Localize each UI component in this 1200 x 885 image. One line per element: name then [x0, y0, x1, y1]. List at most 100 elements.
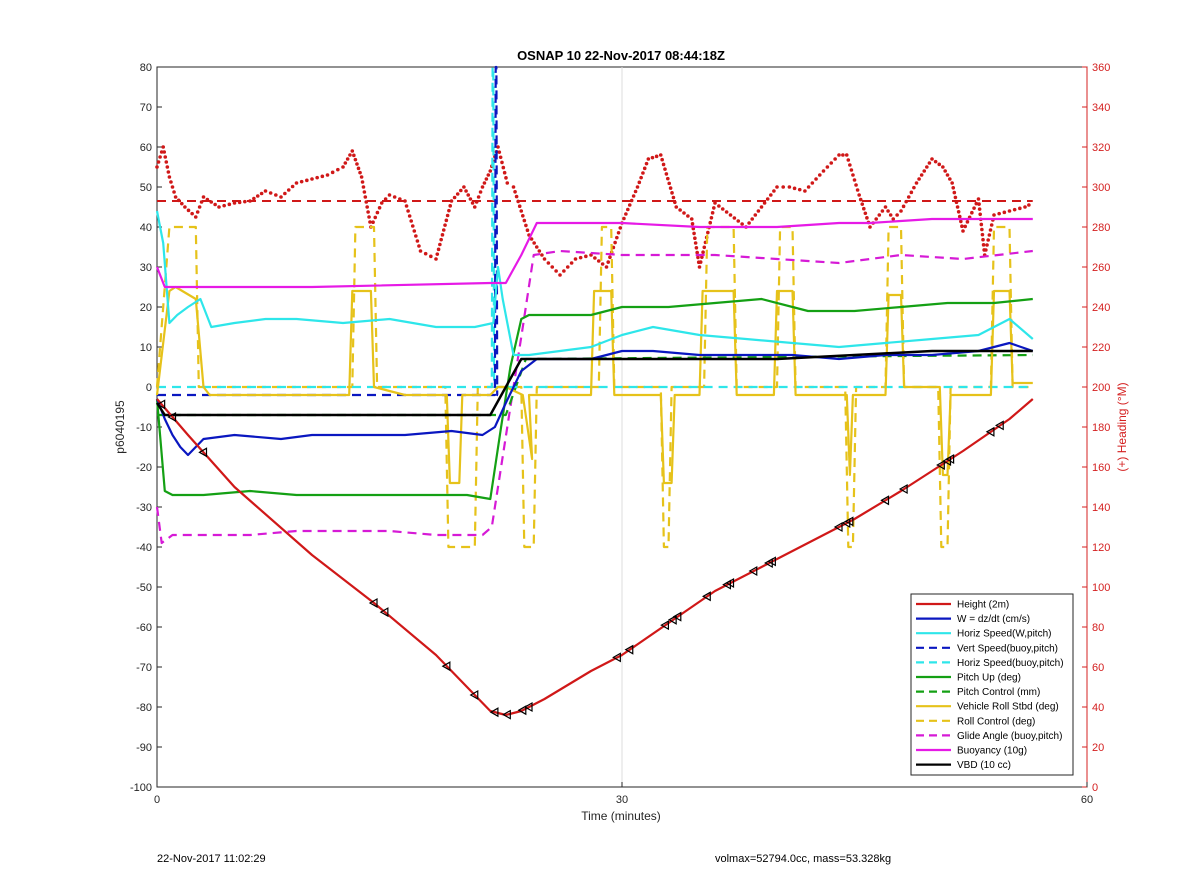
- heading-point: [608, 255, 612, 260]
- heading-point: [524, 223, 528, 228]
- heading-point: [639, 175, 643, 180]
- depth-marker: [748, 565, 758, 577]
- y-tick-label: 80: [140, 62, 152, 74]
- heading-point: [860, 202, 865, 206]
- heading-point: [435, 252, 440, 256]
- heading-point: [930, 157, 934, 161]
- heading-point: [846, 158, 851, 162]
- heading-point: [613, 240, 617, 245]
- heading-point: [693, 236, 697, 240]
- heading-point: [976, 197, 981, 201]
- heading-point: [833, 157, 837, 161]
- heading-point: [336, 167, 340, 172]
- heading-point: [769, 193, 773, 197]
- heading-point: [562, 269, 566, 273]
- heading-point: [673, 200, 677, 205]
- heading-point: [979, 222, 984, 227]
- y2-tick-label: 40: [1092, 702, 1104, 714]
- y-tick-label: -30: [136, 502, 152, 514]
- heading-point: [197, 205, 202, 209]
- series-height: [156, 398, 1034, 717]
- heading-point: [806, 185, 811, 189]
- heading-point: [186, 208, 191, 213]
- heading-point: [356, 166, 361, 171]
- heading-point: [694, 246, 699, 250]
- y-tick-label: 40: [140, 222, 152, 234]
- depth-marker: [368, 597, 378, 609]
- heading-point: [720, 207, 725, 211]
- heading-point: [765, 197, 770, 201]
- heading-point: [644, 161, 649, 166]
- depth-marker: [612, 652, 621, 663]
- heading-point: [985, 243, 989, 247]
- heading-point: [974, 201, 979, 206]
- heading-point: [444, 218, 449, 223]
- heading-point: [364, 200, 369, 204]
- heading-point: [501, 165, 506, 170]
- heading-point: [708, 220, 713, 225]
- heading-point: [409, 219, 414, 223]
- y2-tick-label: 260: [1092, 262, 1110, 274]
- right-axis-ticks: 3603403203002802602402202001801601401201…: [1082, 62, 1110, 794]
- heading-point: [542, 257, 547, 261]
- heading-point: [1027, 203, 1031, 207]
- heading-point: [596, 259, 601, 263]
- heading-point: [690, 222, 695, 226]
- heading-point: [476, 195, 481, 199]
- heading-point: [865, 216, 869, 220]
- heading-point: [172, 190, 176, 194]
- x-axis-label: Time (minutes): [581, 809, 661, 823]
- heading-point: [1007, 209, 1012, 213]
- heading-point: [387, 193, 392, 197]
- heading-point: [901, 204, 906, 209]
- heading-point: [960, 224, 964, 228]
- heading-point: [167, 175, 172, 179]
- heading-point: [631, 194, 636, 198]
- heading-point: [213, 202, 217, 207]
- y-tick-label: -100: [130, 782, 152, 794]
- heading-point: [470, 201, 475, 205]
- heading-point: [155, 165, 159, 169]
- heading-point: [978, 212, 982, 217]
- heading-point: [781, 185, 785, 189]
- heading-point: [825, 165, 830, 169]
- heading-point: [441, 228, 446, 232]
- heading-point: [862, 206, 866, 211]
- heading-point: [943, 169, 947, 173]
- heading-point: [646, 157, 651, 161]
- heading-point: [488, 169, 493, 173]
- heading-point: [635, 185, 640, 189]
- heading-point: [817, 173, 822, 177]
- legend-box: [910, 593, 1074, 776]
- heading-point: [156, 160, 161, 164]
- y2-tick-label: 60: [1092, 662, 1104, 674]
- heading-point: [478, 190, 483, 194]
- heading-point: [165, 165, 170, 169]
- heading-point: [904, 199, 908, 204]
- heading-point: [176, 198, 181, 203]
- heading-point: [448, 204, 453, 208]
- heading-point: [981, 243, 986, 247]
- heading-point: [500, 160, 504, 165]
- heading-point: [180, 201, 184, 206]
- heading-point: [362, 190, 367, 194]
- heading-point: [606, 260, 611, 264]
- heading-point: [415, 239, 420, 243]
- heading-point: [452, 195, 457, 200]
- heading-point: [341, 165, 345, 169]
- heading-point: [622, 216, 626, 221]
- heading-point: [855, 188, 860, 192]
- heading-point: [279, 195, 283, 199]
- heading-point: [986, 238, 990, 242]
- heading-point: [877, 213, 882, 217]
- heading-point: [997, 211, 1001, 216]
- heading-point: [914, 181, 919, 185]
- heading-point: [959, 219, 963, 224]
- heading-point: [513, 190, 517, 194]
- heading-point: [667, 181, 672, 186]
- heading-point: [418, 249, 423, 253]
- legend: Height (2m) W = dz/dt (cm/s) Horiz Speed(W…: [910, 593, 1074, 776]
- heading-point: [540, 253, 544, 257]
- depth-marker: [502, 709, 511, 720]
- legend-label: Roll Control (deg): [957, 716, 1035, 727]
